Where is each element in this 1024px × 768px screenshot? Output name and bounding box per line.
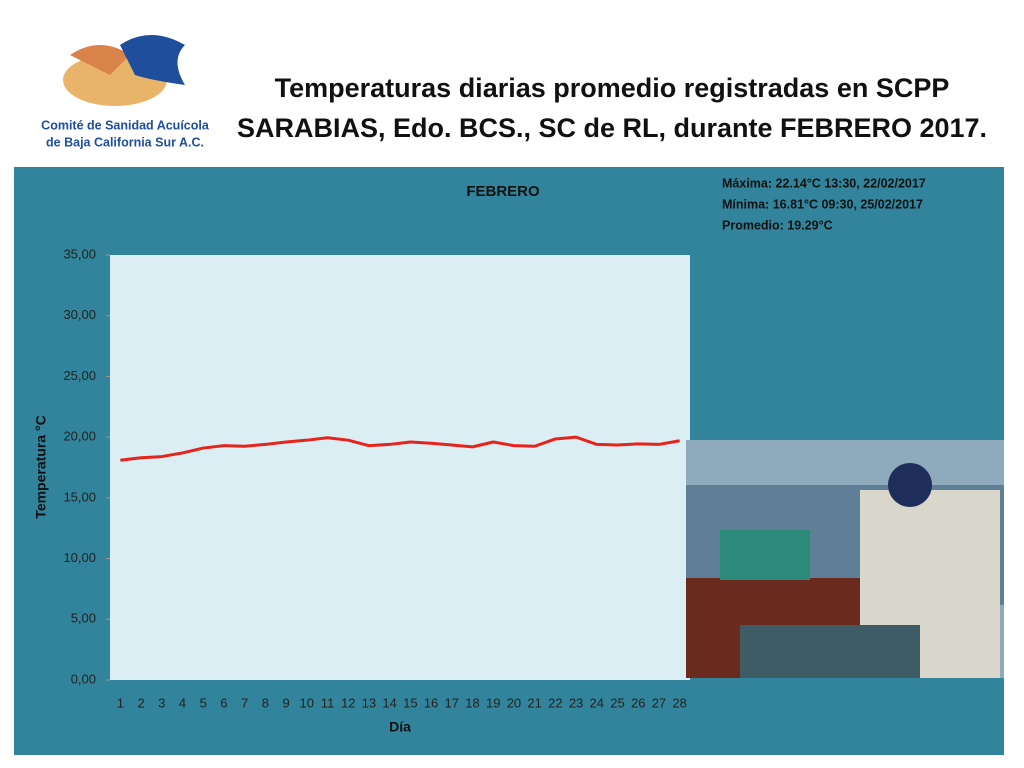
x-tick-label: 12 xyxy=(341,695,355,710)
y-tick-label: 30,00 xyxy=(63,307,96,322)
x-tick-label: 24 xyxy=(590,695,604,710)
annotation: Máxima: 22.14°C 13:30, 22/02/2017 xyxy=(722,176,926,190)
x-tick-label: 10 xyxy=(300,695,314,710)
x-tick-label: 6 xyxy=(220,695,227,710)
photo xyxy=(686,440,1004,678)
photo-cap xyxy=(888,463,932,507)
x-tick-label: 5 xyxy=(200,695,207,710)
x-tick-label: 23 xyxy=(569,695,583,710)
x-tick-label: 20 xyxy=(507,695,521,710)
x-tick-label: 19 xyxy=(486,695,500,710)
x-tick-label: 28 xyxy=(672,695,686,710)
x-tick-label: 2 xyxy=(137,695,144,710)
y-tick-label: 15,00 xyxy=(63,489,96,504)
x-tick-label: 4 xyxy=(179,695,186,710)
x-tick-label: 7 xyxy=(241,695,248,710)
line-series xyxy=(120,435,680,462)
photo-cage xyxy=(740,625,920,678)
x-tick-label: 15 xyxy=(403,695,417,710)
y-tick-label: 5,00 xyxy=(71,611,96,626)
annotation: Promedio: 19.29°C xyxy=(722,218,833,232)
x-tick-label: 9 xyxy=(282,695,289,710)
x-tick-label: 27 xyxy=(652,695,666,710)
logo-text: Comité de Sanidad Acuícola xyxy=(41,118,210,132)
x-tick-label: 22 xyxy=(548,695,562,710)
slide-title: Temperaturas diarias promedio registrada… xyxy=(275,73,950,103)
x-tick-label: 16 xyxy=(424,695,438,710)
x-tick-label: 1 xyxy=(117,695,124,710)
y-tick-label: 35,00 xyxy=(63,246,96,261)
logo-text: de Baja California Sur A.C. xyxy=(46,135,204,149)
x-tick-label: 13 xyxy=(362,695,376,710)
x-tick-label: 8 xyxy=(262,695,269,710)
annotation: Mínima: 16.81°C 09:30, 25/02/2017 xyxy=(722,197,923,211)
x-tick-label: 18 xyxy=(465,695,479,710)
y-tick-label: 25,00 xyxy=(63,368,96,383)
y-tick-label: 0,00 xyxy=(71,671,96,686)
y-axis-label: Temperatura °C xyxy=(33,415,49,518)
x-tick-label: 11 xyxy=(321,695,335,710)
x-tick-label: 26 xyxy=(631,695,645,710)
photo-nets xyxy=(720,530,810,580)
plot-area xyxy=(110,255,690,680)
x-tick-label: 25 xyxy=(610,695,624,710)
slide-title: SARABIAS, Edo. BCS., SC de RL, durante F… xyxy=(237,113,987,143)
x-tick-label: 17 xyxy=(445,695,459,710)
y-tick-label: 20,00 xyxy=(63,429,96,444)
logo-bird xyxy=(70,45,130,75)
logo-fish xyxy=(120,35,185,85)
y-tick-label: 10,00 xyxy=(63,550,96,565)
x-tick-label: 21 xyxy=(527,695,541,710)
x-tick-label: 14 xyxy=(382,695,396,710)
chart-title: FEBRERO xyxy=(466,183,540,200)
logo: Comité de Sanidad Acuícola de Baja Calif… xyxy=(41,35,210,149)
x-axis-label: Día xyxy=(389,719,411,735)
x-tick-label: 3 xyxy=(158,695,165,710)
